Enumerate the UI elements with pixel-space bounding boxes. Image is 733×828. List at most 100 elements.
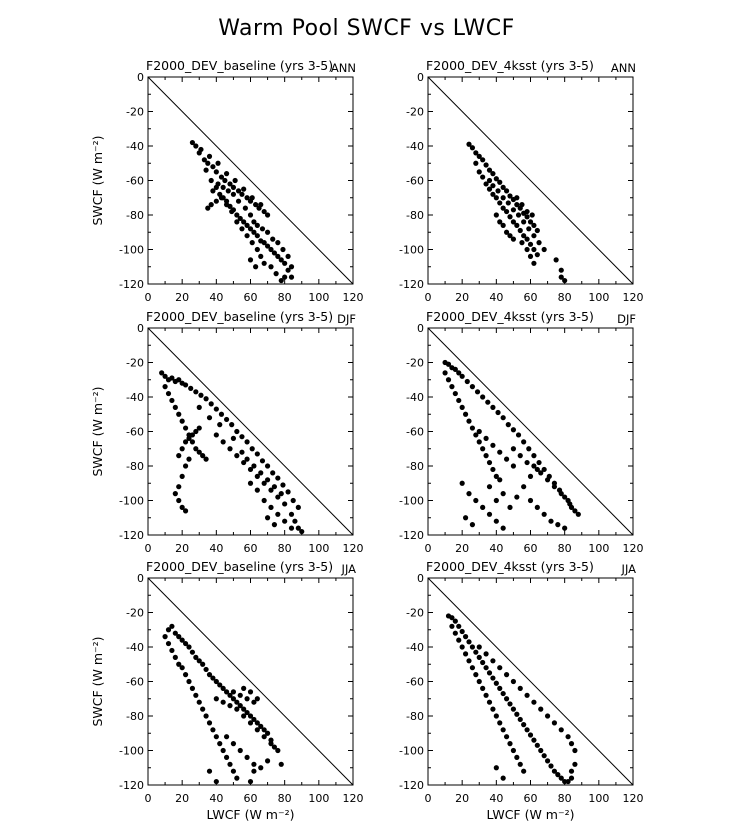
reference-line: [147, 577, 354, 786]
scatter-point: [490, 706, 496, 712]
scatter-point: [469, 522, 476, 528]
scatter-point: [521, 768, 527, 774]
scatter-point: [497, 449, 503, 455]
scatter-point: [169, 623, 175, 629]
scatter-point: [222, 177, 228, 184]
scatter-point: [223, 202, 230, 208]
scatter-point: [268, 487, 274, 493]
scatter-point: [452, 390, 458, 397]
scatter-point: [230, 768, 237, 774]
scatter-point: [225, 188, 231, 194]
scatter-point: [218, 411, 225, 417]
scatter-point: [182, 382, 189, 388]
scatter-point: [493, 518, 499, 524]
scatter-point: [234, 212, 240, 218]
scatter-point: [179, 418, 185, 424]
scatter-point: [503, 456, 510, 462]
scatter-point: [165, 390, 172, 397]
x-tick-label: 60: [524, 542, 538, 555]
scatter-point: [254, 696, 260, 702]
scatter-point: [572, 747, 578, 754]
scatter-point: [521, 722, 527, 728]
scatter-point: [264, 477, 271, 483]
scatter-point: [264, 758, 271, 764]
scatter-point: [483, 162, 489, 168]
scatter-point: [254, 473, 260, 479]
scatter-point: [217, 741, 223, 747]
scatter-point: [278, 257, 284, 263]
scatter-point: [524, 236, 530, 242]
scatter-point: [536, 240, 542, 246]
scatter-point: [213, 198, 219, 204]
scatter-point: [521, 439, 527, 445]
scatter-point: [544, 713, 551, 719]
y-tick-label: -120: [399, 529, 424, 542]
scatter-point: [261, 734, 267, 740]
scatter-point: [239, 449, 245, 455]
scatter-point: [239, 226, 245, 232]
scatter-point: [295, 504, 301, 510]
scatter-point: [244, 754, 250, 761]
scatter-points: [442, 359, 581, 531]
scatter-point: [490, 404, 496, 410]
panel-title: F2000_DEV_4ksst (yrs 3-5): [426, 559, 594, 574]
scatter-point: [176, 453, 182, 459]
y-tick-label: -60: [406, 426, 424, 439]
scatter-point: [510, 678, 517, 685]
scatter-point: [521, 233, 527, 239]
scatter-point: [259, 226, 266, 232]
scatter-point: [234, 775, 240, 781]
scatter-point: [208, 202, 214, 208]
scatter-point: [521, 484, 527, 490]
scatter-point: [473, 160, 479, 166]
scatter-point: [251, 463, 257, 469]
x-tick-label: 0: [425, 542, 432, 555]
scatter-point: [534, 742, 540, 748]
scatter-point: [244, 195, 250, 201]
scatter-point: [264, 212, 271, 218]
scatter-point: [490, 466, 496, 473]
y-tick-label: 0: [417, 322, 424, 335]
scatter-point: [227, 446, 233, 452]
scatter-point: [483, 453, 489, 459]
y-axis-label: SWCF (W m⁻²): [90, 636, 105, 726]
scatter-point: [568, 741, 575, 747]
y-tick-label: -120: [119, 529, 144, 542]
scatter-point: [218, 195, 225, 201]
reference-line: [427, 327, 634, 536]
scatter-point: [459, 628, 465, 635]
scatter-point: [466, 658, 472, 664]
scatter-point: [531, 453, 537, 459]
scatter-point: [575, 511, 581, 517]
scatter-point: [469, 644, 476, 650]
scatter-point: [210, 675, 216, 681]
scatter-points: [159, 370, 305, 535]
y-axis-label: SWCF (W m⁻²): [90, 135, 105, 225]
scatter-point: [270, 236, 276, 242]
scatter-point: [507, 504, 513, 510]
scatter-point: [268, 741, 274, 747]
scatter-point: [490, 442, 496, 448]
scatter-point: [203, 666, 209, 673]
scatter-point: [524, 692, 530, 698]
scatter-point: [538, 747, 544, 754]
scatter-point: [182, 672, 189, 678]
scatter-point: [275, 240, 281, 246]
scatter-point: [223, 754, 230, 761]
scatter-point: [473, 432, 479, 438]
scatter-point: [466, 491, 472, 497]
scatter-point: [261, 727, 267, 733]
scatter-point: [258, 765, 264, 771]
scatter-point: [220, 439, 226, 445]
panel-title: F2000_DEV_4ksst (yrs 3-5): [426, 58, 594, 73]
scatter-point: [531, 260, 537, 266]
scatter-point: [235, 188, 242, 194]
scatter-point: [244, 439, 250, 445]
scatter-point: [189, 432, 196, 438]
scatter-point: [558, 491, 564, 497]
scatter-point: [213, 678, 219, 685]
scatter-point: [459, 480, 465, 486]
scatter-point: [527, 473, 534, 479]
scatter-point: [449, 384, 455, 390]
scatter-points: [466, 141, 568, 284]
